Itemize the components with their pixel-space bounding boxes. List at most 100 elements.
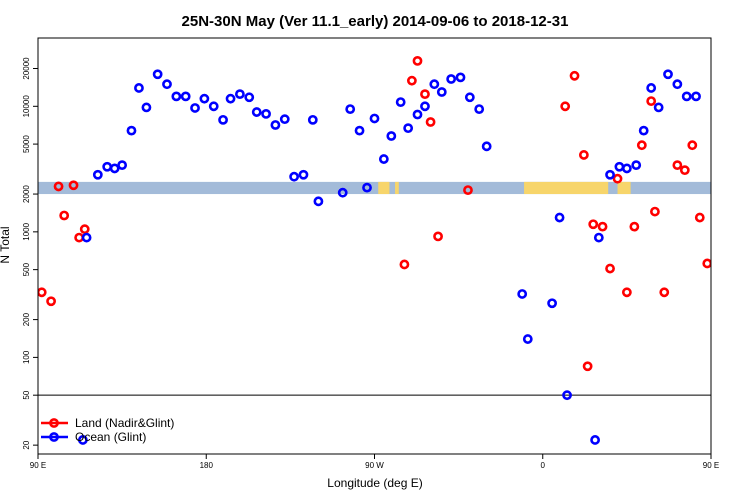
y-tick-label: 20000 bbox=[22, 57, 31, 80]
map-strip-ocean bbox=[38, 181, 711, 195]
y-tick-label: 500 bbox=[22, 262, 31, 276]
x-tick-label: 180 bbox=[200, 461, 214, 470]
land-point bbox=[612, 173, 623, 184]
y-tick-label: 10000 bbox=[22, 95, 31, 118]
ocean-point bbox=[77, 435, 88, 445]
x-tick-label: 90 E bbox=[30, 461, 46, 470]
ocean-point bbox=[614, 161, 625, 172]
ocean-point bbox=[593, 232, 604, 243]
ocean-point bbox=[313, 196, 324, 207]
x-tick-label: 90 E bbox=[703, 461, 719, 470]
ocean-point bbox=[631, 160, 642, 171]
ocean-point bbox=[653, 102, 664, 113]
land-point bbox=[646, 96, 657, 107]
ocean-point bbox=[244, 92, 255, 103]
ocean-point bbox=[446, 74, 457, 84]
ocean-point bbox=[436, 87, 447, 97]
ocean-point bbox=[234, 89, 245, 100]
ocean-point bbox=[279, 114, 290, 125]
land-point bbox=[53, 181, 64, 192]
land-point bbox=[38, 287, 47, 298]
y-tick-label: 2000 bbox=[22, 185, 31, 203]
x-tick-label: 90 W bbox=[365, 461, 384, 470]
ocean-point bbox=[261, 108, 271, 119]
y-tick-label: 20 bbox=[22, 440, 31, 449]
ocean-point bbox=[218, 114, 228, 125]
land-point bbox=[650, 206, 660, 217]
land-point bbox=[629, 221, 640, 232]
ocean-point bbox=[369, 113, 380, 124]
ocean-point bbox=[395, 97, 406, 108]
land-point bbox=[68, 180, 79, 191]
ocean-point bbox=[590, 435, 600, 445]
land-point bbox=[659, 287, 670, 298]
ocean-point bbox=[345, 104, 356, 115]
ocean-point bbox=[298, 169, 309, 180]
land-point bbox=[79, 224, 90, 235]
land-point bbox=[412, 55, 423, 66]
ocean-point bbox=[522, 334, 533, 344]
legend-label: Ocean (Glint) bbox=[75, 430, 146, 444]
ocean-point bbox=[109, 163, 120, 174]
y-tick-label: 50 bbox=[22, 390, 31, 399]
legend: Land (Nadir&Glint)Ocean (Glint) bbox=[41, 416, 174, 444]
land-point bbox=[636, 140, 647, 151]
y-axis-label: N Total bbox=[0, 226, 12, 263]
land-point bbox=[59, 210, 70, 221]
land-point bbox=[687, 140, 698, 151]
land-point bbox=[588, 219, 599, 230]
x-axis: 90 E 180 90 W 0 90 E bbox=[30, 454, 719, 470]
ocean-point bbox=[621, 163, 632, 174]
ocean-point bbox=[672, 79, 683, 90]
ocean-point bbox=[199, 93, 210, 104]
land-point bbox=[46, 296, 56, 307]
ocean-point bbox=[691, 91, 701, 102]
land-point bbox=[605, 263, 615, 274]
map-strip bbox=[38, 181, 750, 195]
ocean-point bbox=[225, 93, 236, 104]
ocean-point bbox=[289, 171, 300, 182]
ocean-point bbox=[378, 154, 389, 164]
y-axis: 20 50 100 200 500 1000 2000 5000 10000 20000 bbox=[22, 57, 38, 450]
land-point bbox=[597, 221, 608, 232]
legend-label: Land (Nadir&Glint) bbox=[75, 416, 174, 430]
ocean-point bbox=[646, 83, 657, 93]
land-point bbox=[679, 165, 690, 176]
land-point bbox=[74, 232, 85, 243]
map-strip-land-0 bbox=[378, 181, 390, 195]
map-strip-land-3 bbox=[617, 181, 631, 195]
ocean-point bbox=[562, 390, 572, 401]
ocean-point bbox=[337, 187, 348, 198]
plot-frame bbox=[37, 37, 712, 455]
map-strip-land-2 bbox=[524, 181, 609, 195]
ocean-point bbox=[386, 131, 397, 141]
map-strip-land-5 bbox=[737, 182, 750, 194]
ocean-point bbox=[251, 107, 262, 117]
ocean-point bbox=[403, 123, 414, 134]
land-point bbox=[463, 185, 473, 196]
ocean-point bbox=[412, 109, 423, 120]
ocean-point bbox=[117, 160, 128, 171]
legend-swatch-marker bbox=[49, 418, 59, 428]
ocean-point bbox=[547, 298, 557, 309]
ocean-point bbox=[152, 69, 163, 80]
land-point bbox=[582, 361, 593, 372]
land-point bbox=[578, 150, 589, 160]
ocean-point bbox=[481, 141, 492, 152]
ocean-point bbox=[81, 232, 92, 243]
land-point bbox=[420, 89, 430, 100]
land-point bbox=[406, 75, 417, 86]
y-tick-label: 200 bbox=[22, 312, 31, 326]
y-tick-label: 5000 bbox=[22, 135, 31, 153]
ocean-point bbox=[362, 182, 372, 193]
y-tick-label: 100 bbox=[22, 350, 31, 364]
ocean-point bbox=[455, 72, 466, 83]
land-point bbox=[433, 231, 443, 242]
data-points bbox=[38, 55, 711, 445]
y-tick-label: 1000 bbox=[22, 222, 31, 240]
ocean-point bbox=[141, 102, 152, 113]
ocean-point bbox=[208, 101, 219, 112]
ocean-point bbox=[354, 125, 365, 136]
ocean-point bbox=[638, 125, 649, 136]
